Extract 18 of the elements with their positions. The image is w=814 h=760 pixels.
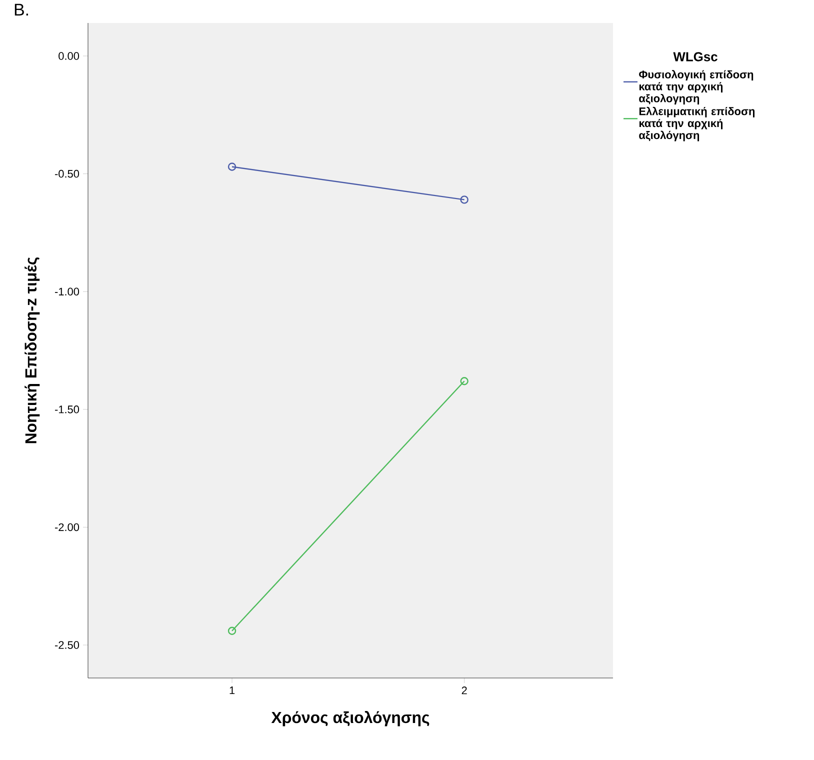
x-tick-label: 2 — [462, 686, 467, 694]
y-tick-label: -1.00 — [54, 288, 80, 296]
legend-label: Ελλειμματική επίδοση κατά την αρχική αξιολόγηση — [639, 106, 754, 142]
y-tick-label: -0.50 — [54, 170, 80, 178]
text: B. — [14, 4, 28, 16]
y-tick-label: 0.00 — [58, 52, 80, 60]
point — [460, 377, 468, 386]
x-axis-title: Χρόνος αξιολόγησης — [271, 711, 430, 726]
point — [460, 196, 468, 204]
legend-title: WLGsc — [673, 52, 718, 62]
y-axis-title: Νοητική Επίδοση-z τιμές — [24, 257, 40, 444]
y-tick-label: -1.50 — [54, 406, 80, 414]
legend-label: Φυσιολογική επίδοση κατά την αρχική αξιολογηση — [639, 70, 754, 104]
y-tick-label: -2.50 — [54, 641, 80, 649]
point — [228, 626, 236, 635]
y-tick-label: -2.00 — [54, 523, 80, 532]
point — [228, 162, 236, 171]
x-tick-label: 1 — [230, 686, 235, 694]
